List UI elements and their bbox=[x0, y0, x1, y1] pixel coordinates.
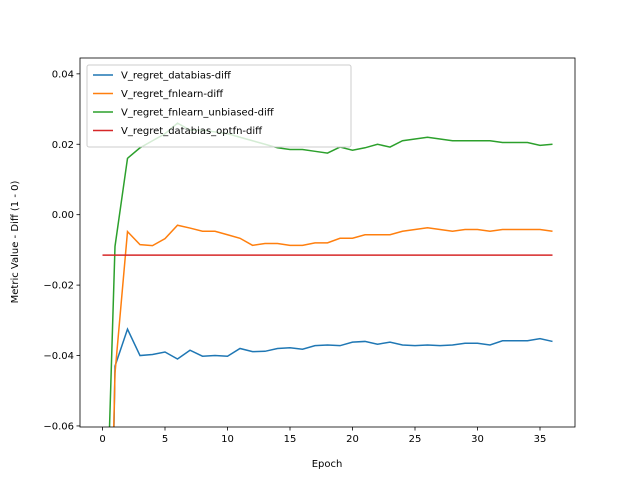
legend-box bbox=[86, 64, 352, 148]
x-tick-label: 25 bbox=[409, 434, 422, 445]
y-axis-label: Metric Value - Diff (1 - 0) bbox=[10, 181, 21, 304]
series-line bbox=[113, 327, 553, 427]
y-tick-label: −0.02 bbox=[43, 281, 74, 292]
y-tick-label: −0.04 bbox=[43, 351, 74, 362]
legend-label: V_regret_fnlearn-diff bbox=[121, 89, 224, 100]
x-tick-label: 35 bbox=[534, 434, 547, 445]
legend-label: V_regret_databias-diff bbox=[121, 71, 232, 82]
x-tick-label: 10 bbox=[221, 434, 234, 445]
x-tick-label: 15 bbox=[284, 434, 297, 445]
legend-label: V_regret_databias_optfn-diff bbox=[121, 126, 263, 137]
x-tick-label: 0 bbox=[99, 434, 105, 445]
x-tick-label: 5 bbox=[162, 434, 168, 445]
series-line bbox=[113, 224, 553, 427]
x-axis-label: Epoch bbox=[312, 459, 343, 470]
y-tick-label: −0.06 bbox=[43, 421, 74, 432]
legend-label: V_regret_fnlearn_unbiased-diff bbox=[121, 108, 275, 119]
y-tick-label: 0.02 bbox=[52, 140, 74, 151]
x-tick-label: 30 bbox=[471, 434, 484, 445]
y-tick-label: 0.04 bbox=[52, 69, 74, 80]
x-tick-label: 20 bbox=[346, 434, 359, 445]
y-tick-label: 0.00 bbox=[52, 210, 74, 221]
axes-frame bbox=[79, 57, 576, 428]
